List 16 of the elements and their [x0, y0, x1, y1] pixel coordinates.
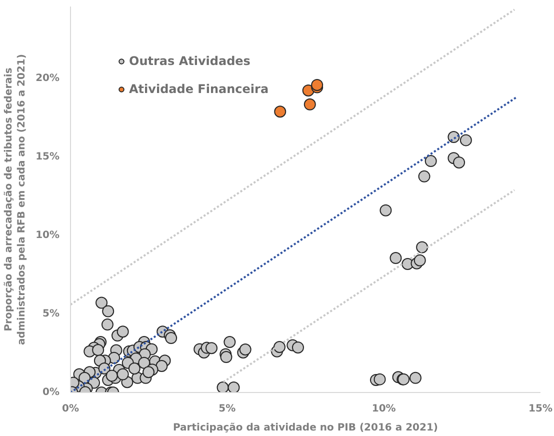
- point: [311, 78, 324, 91]
- legend-label: Outras Atividades: [129, 54, 250, 68]
- y-tick-label: 10%: [36, 230, 60, 242]
- y-tick-label: 0%: [42, 387, 60, 398]
- x-tick-label: 10%: [372, 404, 396, 414]
- y-tick-label: 5%: [42, 308, 60, 320]
- y-tick-label: 15%: [36, 152, 60, 163]
- x-tick-label: 5%: [218, 404, 236, 414]
- y-axis-title: Proporção da arrecadação de tributos federais administrados pela RFB em cada ano (2016 a 2021): [3, 54, 28, 345]
- legend-label: Atividade Financeira: [129, 82, 269, 96]
- x-axis-title: Participação da atividade no PIB (2016 a 2021): [173, 422, 438, 434]
- point: [304, 98, 316, 110]
- point: [274, 106, 286, 118]
- x-tick-label: 15%: [528, 404, 552, 414]
- x-tick-label: 0%: [62, 404, 79, 414]
- y-tick-label: 20%: [36, 73, 60, 84]
